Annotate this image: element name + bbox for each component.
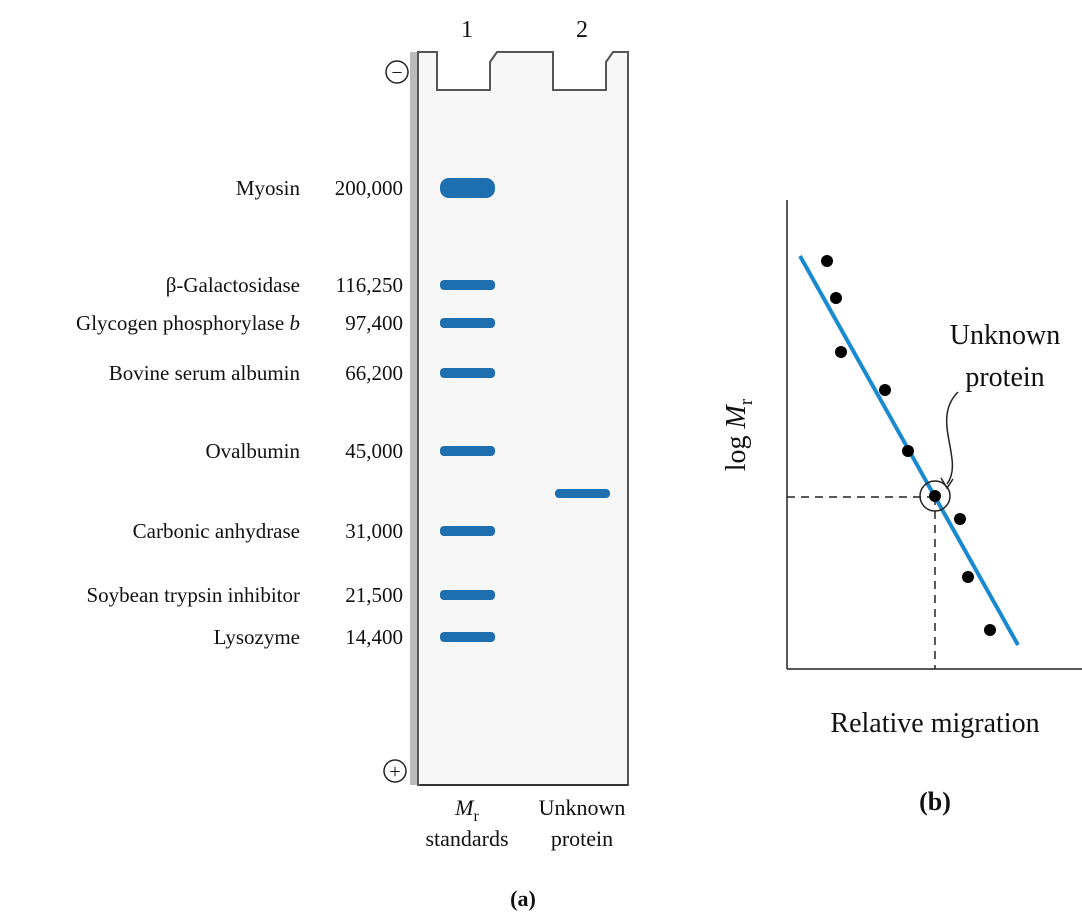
band [440,446,495,456]
molecular-weight: 116,250 [336,273,403,297]
point [962,571,974,583]
lane-label: Mr [454,795,479,825]
name: Bovine serum albumin [109,361,301,385]
name: Carbonic anhydrase [133,519,300,543]
name: Myosin [236,176,301,200]
symbol: M [721,403,752,429]
point [954,513,966,525]
caption: (b) [919,787,951,816]
lane-label: Unknown [539,795,626,820]
point [879,384,891,396]
annotation: protein [965,362,1044,393]
molecular-weight: 200,000 [335,176,403,200]
point [830,292,842,304]
molecular-weight: 21,500 [345,583,403,607]
protein-name: β-Galactosidase [166,273,300,297]
molecular-weight: 45,000 [345,439,403,463]
name: Lysozyme [214,625,300,649]
point [835,346,847,358]
protein-name: Ovalbumin [206,439,301,463]
symbol: M [454,795,475,820]
annotation: Unknown [950,320,1060,351]
name: Soybean trypsin inhibitor [87,583,301,607]
lane-number: 1 [461,17,473,43]
lane-label: protein [551,826,613,851]
point [929,490,941,502]
point [902,445,914,457]
gel-outline [418,52,628,785]
name: Glycogen phosphorylase [76,311,284,335]
band [440,590,495,600]
lane-label: standards [425,826,508,851]
band [440,280,495,290]
figure: 1 2 − + Myosin 200,000 β-Galactosidase 116,… [0,0,1082,917]
point [821,255,833,267]
log: log [721,435,752,471]
electrode-sign: + [389,761,400,783]
gel [410,52,628,785]
y-axis-label: log Mr [721,398,757,471]
plot [787,200,1082,669]
protein-name: Carbonic anhydrase [133,519,300,543]
molecular-weight: 66,200 [345,361,403,385]
x-axis-label: Relative migration [830,708,1039,739]
band [440,368,495,378]
band [440,178,495,198]
name-italic: b [290,311,301,335]
caption: (a) [510,886,536,911]
band [440,526,495,536]
arrow [947,392,958,484]
subscript: r [474,808,480,825]
lane-number: 2 [576,17,588,43]
band [440,632,495,642]
protein-name: Soybean trypsin inhibitor [87,583,301,607]
name: β-Galactosidase [166,273,300,297]
point [984,624,996,636]
electrode-sign: − [391,62,402,84]
molecular-weight: 97,400 [345,311,403,335]
points [821,255,996,636]
name: Ovalbumin [206,439,301,463]
protein-name: Lysozyme [214,625,300,649]
protein-name: Glycogen phosphorylase b [76,311,300,335]
subscript: r [736,398,757,405]
protein-name: Bovine serum albumin [109,361,301,385]
molecular-weight: 31,000 [345,519,403,543]
band [440,318,495,328]
unknown-band [555,489,610,498]
molecular-weight: 14,400 [345,625,403,649]
protein-name: Myosin [236,176,301,200]
